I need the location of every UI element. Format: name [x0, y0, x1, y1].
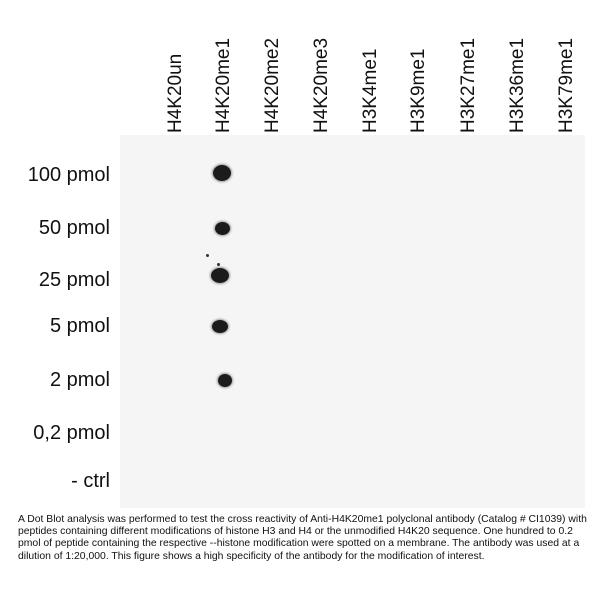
column-label-h4k20un: H4K20un: [165, 53, 186, 133]
row-label-50-pmol: 50 pmol: [38, 217, 110, 239]
row-label-25-pmol: 25 pmol: [38, 269, 110, 291]
figure-caption: A Dot Blot analysis was performed to tes…: [18, 514, 587, 562]
row-label-2-pmol: 2 pmol: [49, 369, 110, 391]
column-label-h4k20me1: H4K20me1: [213, 37, 234, 133]
row-label-5-pmol: 5 pmol: [49, 315, 110, 337]
column-label-h4k20me2: H4K20me2: [262, 37, 283, 133]
row-label-0-2-pmol: 0,2 pmol: [33, 422, 110, 444]
column-label-h3k79me1: H3K79me1: [556, 37, 577, 133]
column-label-h3k4me1: H3K4me1: [360, 48, 381, 134]
dot-h4k20me1-5-pmol: [212, 320, 228, 333]
dot-h4k20me1-2-pmol: [218, 374, 232, 387]
row-label-ctrl: - ctrl: [71, 470, 110, 492]
blot-membrane: [120, 135, 585, 508]
row-label-100-pmol: 100 pmol: [27, 164, 110, 186]
speck-artifact: [206, 254, 209, 257]
column-label-h3k27me1: H3K27me1: [458, 37, 479, 133]
column-label-h3k36me1: H3K36me1: [507, 37, 528, 133]
dot-h4k20me1-100-pmol: [213, 165, 231, 181]
dot-h4k20me1-25-pmol: [211, 268, 229, 283]
dot-h4k20me1-50-pmol: [215, 222, 230, 235]
column-label-h3k9me1: H3K9me1: [408, 48, 429, 134]
speck-artifact: [217, 263, 220, 266]
column-label-h4k20me3: H4K20me3: [311, 37, 332, 133]
